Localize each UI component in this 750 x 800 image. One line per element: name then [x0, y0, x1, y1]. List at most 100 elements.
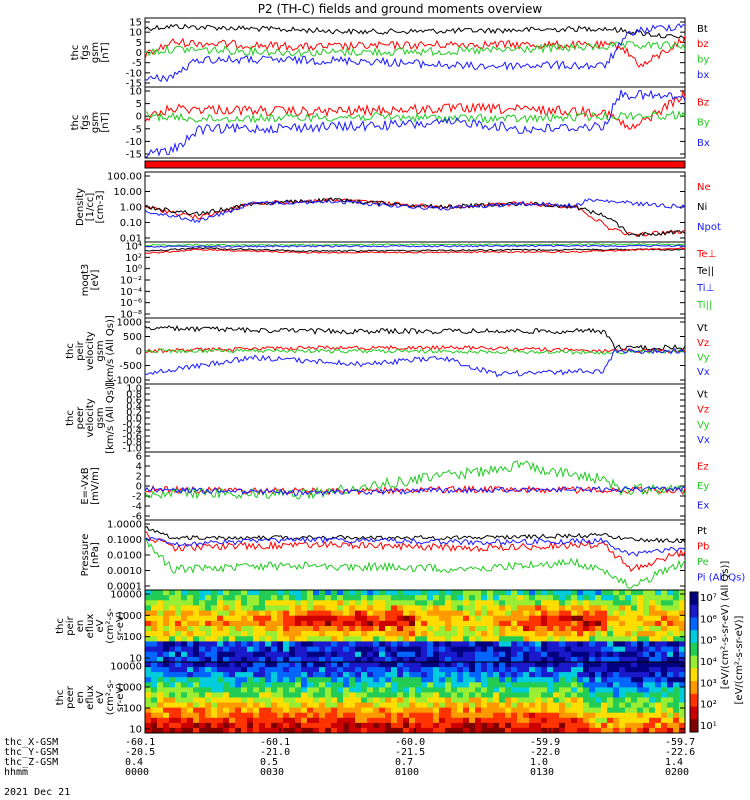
- spectrogram-cell: [259, 600, 265, 606]
- spectrogram-cell: [445, 722, 451, 729]
- spectrogram-cell: [355, 636, 361, 642]
- spectrogram-cell: [409, 605, 415, 611]
- colorbar-swatch: [690, 630, 698, 644]
- spectrogram-cell: [511, 672, 517, 678]
- spectrogram-cell: [385, 595, 391, 601]
- spectrogram-cell: [265, 697, 271, 704]
- spectrogram-cell: [373, 682, 379, 688]
- spectrogram-cell: [559, 722, 565, 729]
- spectrogram-cell: [325, 717, 331, 724]
- spectrogram-cell: [427, 641, 433, 647]
- y-axis-label-line: sr-eV): [115, 611, 126, 640]
- spectrogram-cell: [493, 631, 499, 637]
- spectrogram-cell: [169, 610, 175, 617]
- spectrogram-cell: [517, 610, 523, 617]
- spectrogram-cell: [175, 682, 181, 688]
- spectrogram-cell: [349, 656, 355, 663]
- spectrogram-cell: [655, 712, 661, 719]
- spectrogram-cell: [187, 672, 193, 678]
- spectrogram-cell: [451, 707, 457, 714]
- spectrogram-cell: [439, 636, 445, 642]
- spectrogram-cell: [295, 636, 301, 642]
- spectrogram-cell: [235, 697, 241, 704]
- spectrogram-cell: [421, 727, 427, 734]
- spectrogram-cell: [259, 682, 265, 688]
- spectrogram-cell: [187, 636, 193, 642]
- spectrogram-cell: [373, 595, 379, 601]
- spectrogram-cell: [649, 717, 655, 724]
- spectrogram-cell: [649, 590, 655, 596]
- spectrogram-cell: [409, 641, 415, 647]
- spectrogram-cell: [583, 600, 589, 606]
- spectrogram-cell: [577, 722, 583, 729]
- spectrogram-cell: [157, 707, 163, 714]
- spectrogram-cell: [265, 662, 271, 668]
- spectrogram-cell: [265, 641, 271, 647]
- spectrogram-cell: [415, 697, 421, 704]
- spectrogram-cell: [337, 626, 343, 632]
- y-tick-label: -5: [132, 58, 142, 69]
- spectrogram-cell: [313, 672, 319, 678]
- spectrogram-cell: [211, 672, 217, 678]
- spectrogram-cell: [577, 590, 583, 596]
- spectrogram-cell: [229, 590, 235, 596]
- spectrogram-cell: [229, 687, 235, 693]
- spectrogram-cell: [631, 682, 637, 688]
- spectrogram-cell: [247, 697, 253, 704]
- spectrogram-cell: [553, 712, 559, 719]
- spectrogram-cell: [505, 672, 511, 678]
- spectrogram-cell: [667, 717, 673, 724]
- spectrogram-cell: [499, 651, 505, 658]
- spectrogram-cell: [649, 646, 655, 653]
- spectrogram-cell: [427, 702, 433, 709]
- spectrogram-cell: [403, 677, 409, 683]
- spectrogram-cell: [247, 600, 253, 606]
- spectrogram-cell: [601, 590, 607, 596]
- y-tick-label: 0.0: [126, 414, 142, 425]
- spectrogram-cell: [199, 656, 205, 663]
- spectrogram-cell: [607, 641, 613, 647]
- spectrogram-cell: [493, 595, 499, 601]
- spectrogram-cell: [277, 712, 283, 719]
- colorbar-swatch: [690, 655, 698, 669]
- spectrogram-cell: [613, 662, 619, 668]
- spectrogram-cell: [205, 590, 211, 596]
- spectrogram-cell: [235, 615, 241, 622]
- spectrogram-cell: [319, 717, 325, 724]
- spectrogram-cell: [211, 605, 217, 611]
- spectrogram-cell: [559, 707, 565, 714]
- spectrogram-cell: [301, 636, 307, 642]
- spectrogram-cell: [469, 702, 475, 709]
- spectrogram-cell: [643, 615, 649, 622]
- spectrogram-cell: [541, 610, 547, 617]
- spectrogram-cell: [379, 667, 385, 673]
- spectrogram-cell: [367, 702, 373, 709]
- spectrogram-cell: [259, 672, 265, 678]
- y-tick-label: 10⁻⁴: [120, 287, 142, 298]
- spectrogram-cell: [349, 590, 355, 596]
- spectrogram-cell: [349, 687, 355, 693]
- spectrogram-cell: [469, 615, 475, 622]
- spectrogram-cell: [397, 641, 403, 647]
- spectrogram-cell: [445, 646, 451, 653]
- spectrogram-cell: [163, 677, 169, 683]
- spectrogram-cell: [187, 646, 193, 653]
- spectrogram-cell: [163, 590, 169, 596]
- spectrogram-cell: [667, 656, 673, 663]
- spectrogram-cell: [673, 590, 679, 596]
- spectrogram-cell: [565, 662, 571, 668]
- spectrogram-cell: [331, 646, 337, 653]
- spectrogram-cell: [391, 722, 397, 729]
- spectrogram-cell: [541, 722, 547, 729]
- spectrogram-cell: [547, 605, 553, 611]
- spectrogram-cell: [241, 636, 247, 642]
- spectrogram-cell: [397, 600, 403, 606]
- spectrogram-cell: [229, 677, 235, 683]
- spectrogram-cell: [589, 662, 595, 668]
- spectrogram-cell: [361, 717, 367, 724]
- spectrogram-cell: [589, 590, 595, 596]
- spectrogram-cell: [349, 631, 355, 637]
- spectrogram-cell: [277, 682, 283, 688]
- spectrogram-cell: [241, 600, 247, 606]
- spectrogram-cell: [601, 631, 607, 637]
